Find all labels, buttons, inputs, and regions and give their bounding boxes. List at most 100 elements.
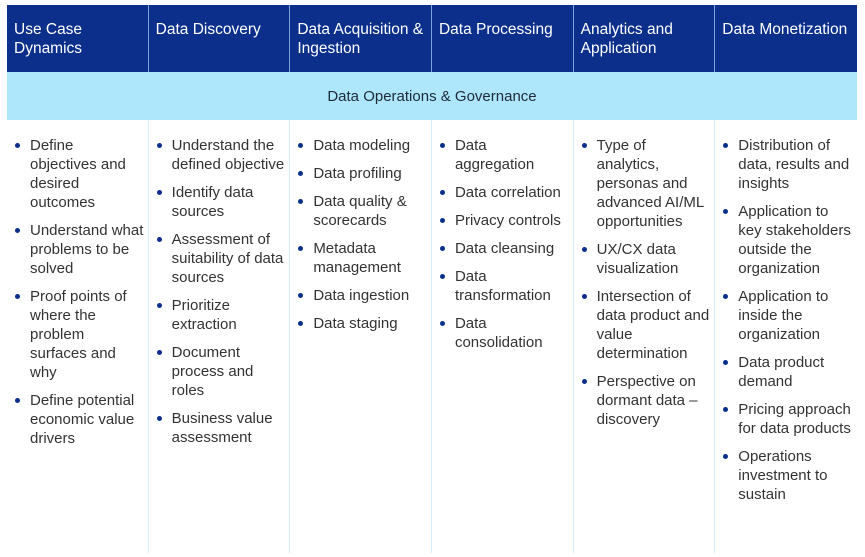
bullet-icon — [156, 190, 162, 195]
list-item-text: Data correlation — [454, 184, 561, 201]
list-item: Document process and roles — [156, 343, 286, 400]
bullet-icon — [15, 398, 20, 403]
bullet-icon — [581, 247, 587, 252]
bullet-icon — [439, 321, 445, 326]
bullet-list: Understand the defined objective Identify… — [156, 136, 286, 447]
column-header: Analytics and Application — [574, 5, 716, 72]
bullet-icon — [156, 237, 162, 242]
bullet-list: Define objectives and desired outcomes Un… — [14, 136, 144, 448]
column-header: Data Discovery — [149, 5, 291, 72]
list-item-text: Pricing approach for data products — [738, 401, 851, 437]
bullet-icon — [156, 350, 162, 355]
list-item: Intersection of data product and value d… — [581, 287, 711, 363]
column-header: Data Acquisition & Ingestion — [290, 5, 432, 72]
bullet-icon — [298, 246, 304, 251]
column-body: Type of analytics, personas and advanced… — [574, 120, 716, 553]
column-body: Data modeling Data profiling Data quality … — [290, 120, 432, 553]
bullet-icon — [298, 143, 304, 148]
list-item: Understand the defined objective — [156, 136, 286, 174]
list-item: Metadata management — [297, 239, 427, 277]
column-body: Distribution of data, results and insigh… — [715, 120, 857, 553]
list-item-text: Identify data sources — [171, 184, 254, 220]
bullet-icon — [439, 143, 445, 148]
list-item: Data consolidation — [439, 314, 569, 352]
list-item: Identify data sources — [156, 183, 286, 221]
bullet-list: Distribution of data, results and insigh… — [722, 136, 853, 504]
list-item-text: Understand the defined objective — [171, 137, 285, 173]
list-item-text: Proof points of where the problem surfac… — [30, 288, 127, 381]
list-item: Application to key stakeholders outside … — [722, 202, 853, 278]
list-item-text: Data cleansing — [454, 240, 555, 257]
list-item: Understand what problems to be solved — [14, 221, 144, 278]
list-item-text: Data profiling — [313, 165, 402, 182]
list-item: Pricing approach for data products — [722, 400, 853, 438]
list-item: Data quality & scorecards — [297, 192, 427, 230]
column-body: Understand the defined objective Identify… — [149, 120, 291, 553]
list-item: Data ingestion — [297, 286, 427, 305]
bullet-icon — [156, 416, 162, 421]
governance-band: Data Operations & Governance — [7, 72, 857, 120]
list-item: Perspective on dormant data – discovery — [581, 372, 711, 429]
list-item-text: Operations investment to sustain — [738, 448, 828, 503]
bullet-icon — [15, 228, 20, 233]
list-item: Operations investment to sustain — [722, 447, 853, 504]
header-row: Use Case Dynamics Data Discovery Data Acqu… — [7, 5, 857, 72]
column-body: Data aggregation Data correlation Privacy … — [432, 120, 574, 553]
bullet-icon — [298, 321, 304, 326]
bullet-icon — [15, 143, 20, 148]
list-item-text: Data product demand — [738, 354, 825, 390]
list-item: Distribution of data, results and insigh… — [722, 136, 853, 193]
bullet-icon — [581, 379, 587, 384]
body-row: Define objectives and desired outcomes Un… — [7, 120, 857, 553]
bullet-list: Type of analytics, personas and advanced… — [581, 136, 711, 429]
list-item-text: Data quality & scorecards — [313, 193, 407, 229]
list-item-text: Data modeling — [313, 137, 411, 154]
list-item: Data cleansing — [439, 239, 569, 258]
list-item-text: Define objectives and desired outcomes — [30, 137, 126, 211]
bullet-icon — [439, 190, 445, 195]
bullet-icon — [723, 360, 729, 365]
bullet-icon — [723, 454, 729, 459]
list-item: Data staging — [297, 314, 427, 333]
list-item: Data profiling — [297, 164, 427, 183]
list-item-text: Business value assessment — [171, 410, 273, 446]
column-body: Define objectives and desired outcomes Un… — [7, 120, 149, 553]
column-header: Data Processing — [432, 5, 574, 72]
list-item: Privacy controls — [439, 211, 569, 230]
bullet-icon — [723, 143, 729, 148]
list-item: Proof points of where the problem surfac… — [14, 287, 144, 382]
bullet-icon — [298, 199, 304, 204]
list-item: Data transformation — [439, 267, 569, 305]
bullet-icon — [581, 143, 587, 148]
list-item: Define objectives and desired outcomes — [14, 136, 144, 212]
data-lifecycle-diagram: Use Case Dynamics Data Discovery Data Acqu… — [7, 5, 857, 553]
bullet-list: Data aggregation Data correlation Privacy … — [439, 136, 569, 352]
list-item: Type of analytics, personas and advanced… — [581, 136, 711, 231]
bullet-icon — [298, 293, 304, 298]
bullet-icon — [439, 246, 445, 251]
bullet-list: Data modeling Data profiling Data quality … — [297, 136, 427, 333]
list-item: Define potential economic value drivers — [14, 391, 144, 448]
list-item-text: UX/CX data visualization — [596, 241, 679, 277]
list-item-text: Distribution of data, results and insigh… — [738, 137, 850, 192]
bullet-icon — [723, 294, 729, 299]
list-item-text: Define potential economic value drivers — [30, 392, 135, 447]
bullet-icon — [581, 294, 587, 299]
list-item: Prioritize extraction — [156, 296, 286, 334]
bullet-icon — [156, 303, 162, 308]
bullet-icon — [439, 218, 445, 223]
list-item: Data aggregation — [439, 136, 569, 174]
list-item: UX/CX data visualization — [581, 240, 711, 278]
list-item-text: Understand what problems to be solved — [30, 222, 144, 277]
list-item: Data correlation — [439, 183, 569, 202]
bullet-icon — [723, 209, 729, 214]
list-item: Business value assessment — [156, 409, 286, 447]
bullet-icon — [298, 171, 304, 176]
list-item-text: Application to key stakeholders outside … — [738, 203, 851, 277]
list-item-text: Type of analytics, personas and advanced… — [596, 137, 704, 230]
list-item-text: Prioritize extraction — [171, 297, 237, 333]
list-item-text: Perspective on dormant data – discovery — [596, 373, 698, 428]
list-item-text: Privacy controls — [454, 212, 561, 229]
list-item: Assessment of suitability of data source… — [156, 230, 286, 287]
list-item: Application to inside the organization — [722, 287, 853, 344]
